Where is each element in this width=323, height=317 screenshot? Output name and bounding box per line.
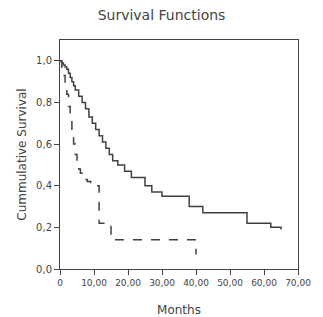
svg-text:20,00: 20,00 — [115, 278, 141, 288]
svg-text:1,0: 1,0 — [36, 55, 52, 66]
svg-text:0,2: 0,2 — [36, 222, 52, 233]
svg-text:0,4: 0,4 — [36, 180, 52, 191]
svg-text:70,00: 70,00 — [285, 278, 311, 288]
svg-text:0,8: 0,8 — [36, 97, 52, 108]
svg-text:30,00: 30,00 — [149, 278, 175, 288]
svg-text:40,00: 40,00 — [183, 278, 209, 288]
svg-text:0: 0 — [57, 278, 63, 288]
svg-text:Survival Functions: Survival Functions — [98, 7, 226, 23]
svg-text:50,00: 50,00 — [217, 278, 243, 288]
svg-text:0,0: 0,0 — [36, 264, 52, 275]
svg-text:10,00: 10,00 — [81, 278, 107, 288]
svg-text:Cummulative Survival: Cummulative Survival — [15, 88, 29, 220]
svg-text:Months: Months — [157, 303, 201, 317]
svg-text:0,6: 0,6 — [36, 139, 52, 150]
svg-text:60,00: 60,00 — [251, 278, 277, 288]
